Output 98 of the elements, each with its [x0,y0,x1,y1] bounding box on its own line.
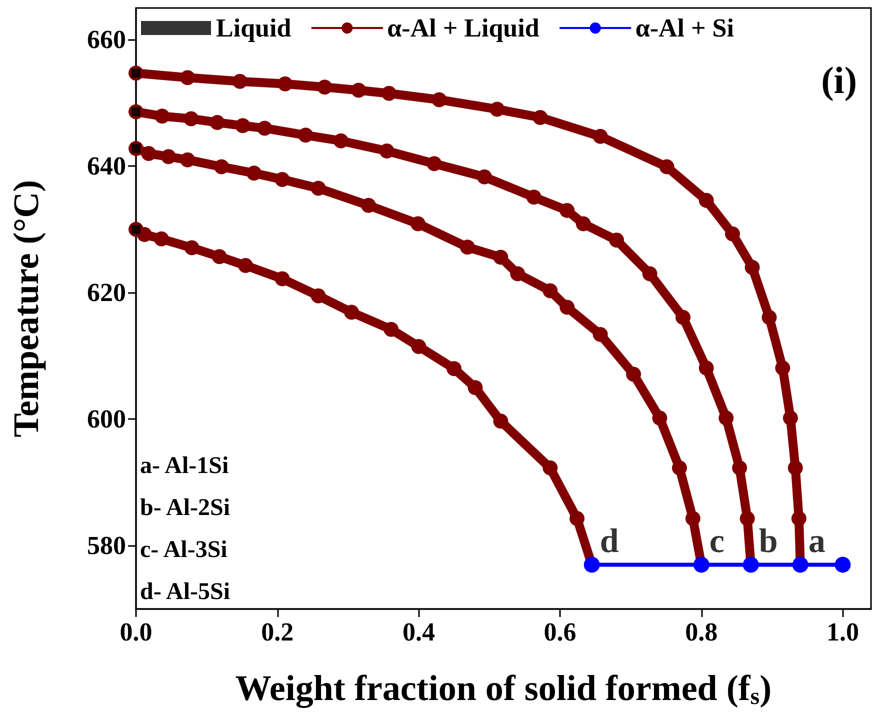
point [642,266,658,282]
point [542,460,558,476]
point [344,304,360,320]
point [609,232,624,248]
point [570,511,584,526]
point [576,216,591,232]
point [212,249,227,264]
y-tick-label: 640 [87,152,126,181]
point [154,231,169,246]
point [432,92,447,108]
point [698,360,714,376]
x-tick-label: 1.0 [826,618,859,646]
point [410,216,426,232]
point [382,86,397,101]
point [718,410,734,426]
y-tick-label: 620 [87,278,126,308]
point [351,82,366,98]
point [411,338,426,354]
point [141,146,156,161]
point [210,115,225,130]
point [834,556,851,573]
point [154,108,170,124]
point [184,240,200,256]
annotation: (i) [821,60,858,102]
point [542,283,558,298]
point [788,460,803,476]
point [762,310,777,325]
point [446,361,462,376]
point [476,169,492,184]
point [468,380,483,396]
annotation: c- Al-3Si [140,537,228,563]
annotation: a- Al-1Si [140,453,230,479]
point [274,172,290,187]
point [180,152,196,168]
point [493,414,508,429]
y-tick-label: 660 [87,25,126,54]
point [384,322,399,337]
y-tick-label: 580 [87,531,126,560]
point [659,159,674,174]
point [460,240,475,255]
point [775,360,790,376]
annotation: a [808,523,826,560]
point [791,511,806,526]
point [310,180,326,196]
point [136,226,152,242]
point [161,149,176,164]
annotation: d [600,523,619,560]
point [744,260,760,275]
point [626,366,642,382]
annotation: b [758,523,778,560]
point [184,111,199,126]
point [246,166,262,181]
point [592,326,608,342]
annotation: b- Al-2Si [140,495,230,521]
point [532,110,548,125]
point [278,76,293,92]
point [560,300,575,315]
y-tick-label: 600 [87,404,126,434]
y-axis-title: Tempeature (°C) [6,180,46,438]
annotation: d- Al-5Si [140,579,230,605]
point [724,226,740,242]
point [180,70,196,86]
point [493,250,508,265]
point [560,202,575,218]
point [676,310,691,325]
point [274,271,290,286]
annotation: c [709,523,724,560]
point [317,80,332,95]
x-tick-label: 0.0 [120,618,152,646]
point [310,288,326,304]
legend-label: Liquid [216,14,292,42]
point [732,460,748,476]
point [298,128,314,143]
point [685,511,700,526]
x-tick-label: 0.2 [261,618,294,646]
point [740,511,755,526]
point [782,410,798,426]
point [426,156,442,172]
point [490,102,505,117]
point [232,74,248,89]
point [333,133,348,148]
point [238,258,254,273]
point [235,118,250,134]
point [214,159,230,174]
legend-label: α-Al + Liquid [387,14,540,42]
point [592,128,608,144]
point [510,266,526,282]
point [379,143,394,158]
point [698,192,714,208]
x-tick-label: 0.4 [402,618,435,646]
x-tick-label: 0.6 [544,618,576,646]
point [526,190,542,205]
point [652,410,668,426]
x-tick-label: 0.8 [685,618,718,646]
point [672,460,687,476]
legend-label: α-Al + Si [635,14,734,42]
point [361,198,376,213]
point [257,120,272,136]
